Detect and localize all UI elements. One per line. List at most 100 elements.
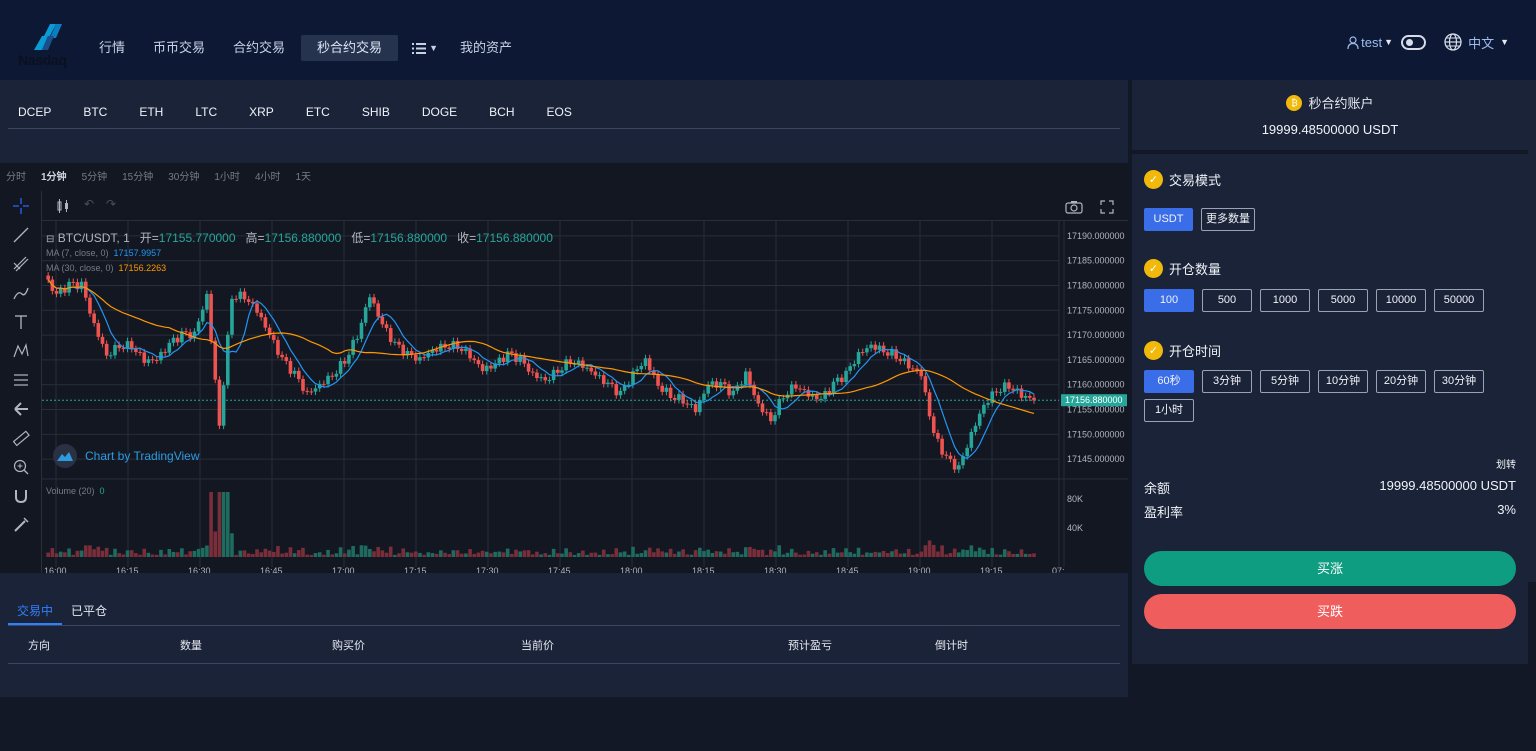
- legend-collapse-icon[interactable]: ⊟: [46, 234, 55, 245]
- candle-body: [230, 298, 234, 335]
- volume-bar: [359, 545, 364, 557]
- magnet-icon[interactable]: [0, 481, 42, 510]
- zoom-in-icon[interactable]: [0, 452, 42, 481]
- time-option[interactable]: 1小时: [1144, 399, 1194, 422]
- volume-bar: [401, 548, 406, 557]
- candle-body: [627, 384, 631, 386]
- language-selector[interactable]: 中文 ▼: [1444, 33, 1509, 52]
- qty-option[interactable]: 100: [1144, 289, 1194, 312]
- candle-type-icon[interactable]: [56, 198, 70, 214]
- volume-bar: [259, 552, 264, 557]
- volume-bar: [271, 551, 276, 557]
- interval-tick[interactable]: 分时: [6, 172, 26, 183]
- volume-bar: [810, 553, 815, 557]
- qty-option[interactable]: 1000: [1260, 289, 1310, 312]
- y-tick-label: 17170.000000: [1067, 330, 1125, 340]
- nav-second-contract[interactable]: 秒合约交易: [301, 35, 399, 61]
- pattern-icon[interactable]: [0, 336, 42, 365]
- coin-tab[interactable]: LTC: [195, 105, 218, 119]
- volume-bar: [514, 549, 518, 557]
- qty-option[interactable]: 50000: [1434, 289, 1484, 312]
- coin-tab[interactable]: ETC: [305, 105, 330, 119]
- undo-icon[interactable]: ↶: [84, 197, 95, 211]
- ma7-line: [47, 279, 1035, 459]
- x-tick-label: 16:00: [44, 566, 67, 573]
- candle-body: [514, 353, 518, 362]
- volume-bar: [92, 549, 96, 557]
- tab-trading[interactable]: 交易中: [8, 598, 63, 625]
- interval-30m[interactable]: 30分钟: [168, 172, 200, 183]
- volume-bar: [459, 553, 464, 557]
- coin-tab[interactable]: DCEP: [18, 105, 52, 119]
- time-option[interactable]: 3分钟: [1202, 370, 1252, 393]
- time-option[interactable]: 60秒: [1144, 370, 1194, 393]
- redo-icon[interactable]: ↷: [106, 197, 117, 211]
- candle-body: [464, 348, 468, 352]
- coin-tab[interactable]: DOGE: [421, 105, 458, 119]
- nav-my-assets[interactable]: 我的资产: [459, 40, 512, 55]
- time-option[interactable]: 5分钟: [1260, 370, 1310, 393]
- nav-market[interactable]: 行情: [99, 40, 126, 55]
- buy-down-button[interactable]: 买跌: [1144, 594, 1516, 629]
- nav-spot-trade[interactable]: 币币交易: [153, 40, 206, 55]
- theme-toggle[interactable]: [1401, 34, 1427, 50]
- ruler-icon[interactable]: [0, 423, 42, 452]
- fib-icon[interactable]: [0, 249, 42, 278]
- candlestick-chart[interactable]: 17190.000000 17185.000000 17180.000000 1717…: [42, 221, 1128, 573]
- coin-tab[interactable]: ETH: [139, 105, 164, 119]
- interval-1d[interactable]: 1天: [295, 172, 312, 183]
- qty-option[interactable]: 10000: [1376, 289, 1426, 312]
- tab-closed[interactable]: 已平仓: [71, 604, 108, 618]
- interval-5m[interactable]: 5分钟: [81, 172, 108, 183]
- text-icon[interactable]: [0, 307, 42, 336]
- candle-body: [246, 299, 251, 302]
- time-section-title: ✓ 开仓时间: [1144, 341, 1221, 360]
- logo[interactable]: Nasdaq: [18, 24, 82, 70]
- candle-body: [117, 344, 121, 349]
- candle-body: [823, 390, 827, 399]
- coin-tab[interactable]: SHIB: [361, 105, 390, 119]
- buy-up-button[interactable]: 买涨: [1144, 551, 1516, 586]
- mode-usdt-button[interactable]: USDT: [1144, 208, 1193, 231]
- nav-more-menu[interactable]: ▼: [402, 42, 448, 54]
- time-option[interactable]: 10分钟: [1318, 370, 1368, 393]
- candle-body: [355, 338, 360, 340]
- coin-tab[interactable]: BCH: [489, 105, 515, 119]
- nav-contract-trade[interactable]: 合约交易: [233, 40, 286, 55]
- camera-icon[interactable]: [1065, 200, 1083, 214]
- qty-option[interactable]: 5000: [1318, 289, 1368, 312]
- coin-tab[interactable]: EOS: [546, 105, 572, 119]
- interval-4h[interactable]: 4小时: [254, 172, 281, 183]
- time-option[interactable]: 20分钟: [1376, 370, 1426, 393]
- ma30-legend: MA (30, close, 0) 17156.2263: [46, 263, 166, 273]
- scrollbar[interactable]: [1528, 80, 1536, 582]
- interval-1m[interactable]: 1分钟: [41, 172, 67, 183]
- coin-tab[interactable]: BTC: [83, 105, 108, 119]
- volume-bar: [138, 554, 142, 557]
- mode-more-button[interactable]: 更多数量: [1201, 208, 1255, 231]
- fullscreen-icon[interactable]: [1100, 200, 1114, 214]
- interval-15m[interactable]: 15分钟: [122, 172, 154, 183]
- crosshair-icon[interactable]: [0, 191, 42, 220]
- candle-body: [860, 352, 865, 354]
- chart-background: [42, 221, 1128, 573]
- volume-bar: [865, 552, 869, 557]
- interval-1h[interactable]: 1小时: [214, 172, 240, 183]
- brush-icon[interactable]: [0, 278, 42, 307]
- candle-body: [522, 356, 527, 364]
- volume-bar: [309, 554, 314, 557]
- arrow-left-icon[interactable]: [0, 394, 42, 423]
- time-option[interactable]: 30分钟: [1434, 370, 1484, 393]
- trend-line-icon[interactable]: [0, 220, 42, 249]
- qty-option[interactable]: 500: [1202, 289, 1252, 312]
- transfer-link[interactable]: 划转: [1496, 460, 1516, 471]
- user-menu[interactable]: test ▼: [1347, 35, 1393, 50]
- account-title-text: 秒合约账户: [1308, 96, 1374, 111]
- candle-body: [773, 415, 777, 422]
- globe-icon: [1444, 33, 1462, 51]
- measure-icon[interactable]: [0, 365, 42, 394]
- lock-icon[interactable]: [0, 510, 42, 539]
- volume-bar: [564, 548, 568, 557]
- tradingview-watermark[interactable]: Chart by TradingView: [53, 444, 200, 468]
- coin-tab[interactable]: XRP: [249, 105, 274, 119]
